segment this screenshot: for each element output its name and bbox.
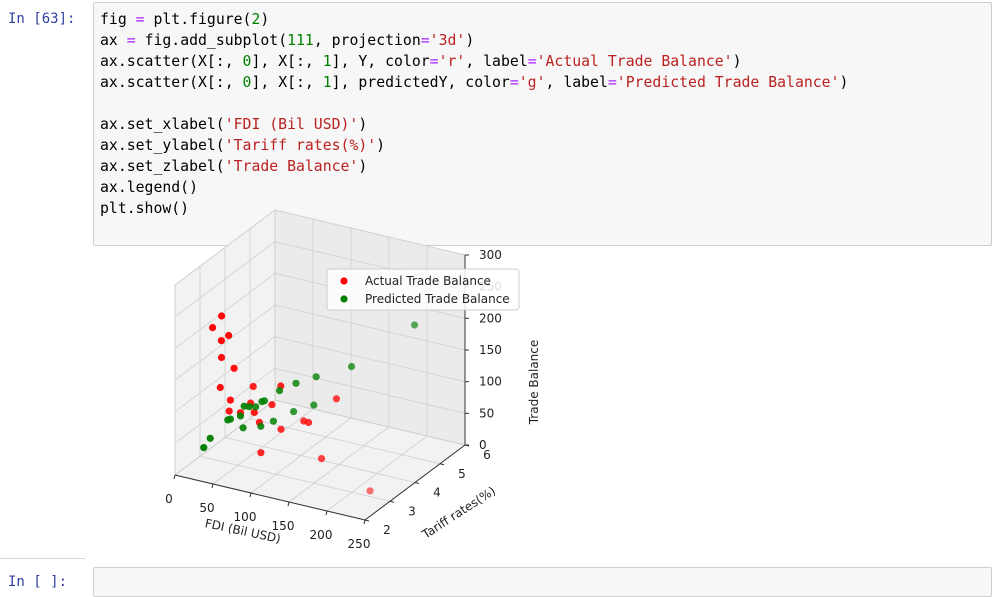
actual-point	[216, 383, 224, 392]
actual-point	[217, 337, 225, 345]
legend-label-predicted: Predicted Trade Balance	[365, 292, 510, 306]
actual-point	[249, 382, 257, 391]
predicted-point	[276, 387, 284, 395]
predicted-point	[410, 321, 419, 329]
y-tick-label: 4	[433, 486, 441, 500]
y-axis-label: Tariff rates(%)	[419, 484, 498, 542]
actual-point	[257, 449, 265, 457]
actual-point	[250, 408, 258, 416]
predicted-point	[236, 412, 245, 420]
x-tick-label: 100	[234, 510, 257, 524]
z-tick-label: 150	[479, 343, 502, 357]
actual-point	[218, 312, 226, 320]
legend: Actual Trade Balance Predicted Trade Bal…	[326, 268, 520, 311]
actual-point	[226, 396, 234, 404]
z-tick-label: 200	[479, 311, 502, 325]
actual-point	[366, 487, 374, 495]
cell-separator	[0, 558, 85, 559]
code-line: ax.set_zlabel('Trade Balance')	[100, 158, 368, 175]
cell-prompt: In [63]:	[8, 11, 76, 27]
code-line: fig = plt.figure(2)	[100, 11, 270, 28]
predicted-point	[312, 373, 320, 381]
x-tick	[211, 483, 214, 489]
z-axis-label: Trade Balance	[527, 340, 541, 426]
actual-point	[230, 364, 238, 372]
predicted-point	[292, 379, 300, 387]
x-tick	[249, 492, 252, 498]
y-tick	[364, 519, 370, 522]
z-tick-label: 0	[479, 438, 487, 452]
actual-point	[268, 401, 276, 409]
code-line: ax.set_ylabel('Tariff rates(%)')	[100, 137, 386, 154]
code-line: plt.show()	[100, 200, 190, 217]
predicted-point	[226, 415, 234, 423]
actual-point	[225, 407, 233, 415]
y-tick-label: 6	[483, 448, 491, 462]
actual-point	[317, 455, 326, 463]
legend-marker-predicted	[340, 295, 348, 303]
x-tick	[173, 474, 176, 480]
y-tick	[414, 482, 420, 484]
code-line: ax = fig.add_subplot(111, projection='3d…	[100, 32, 475, 49]
x-tick-label: 200	[310, 528, 333, 542]
legend-box	[326, 268, 520, 311]
x-tick-label: 150	[272, 519, 295, 533]
x-axis-line	[174, 474, 366, 521]
actual-point	[217, 353, 226, 362]
z-tick-label: 50	[479, 406, 494, 420]
empty-code-cell-input[interactable]	[93, 567, 992, 597]
predicted-point	[347, 362, 356, 371]
grid-line	[174, 336, 466, 412]
predicted-point	[245, 403, 253, 411]
code-line: ax.scatter(X[:, 0], X[:, 1], predictedY,…	[100, 74, 849, 91]
cell-prompt: In [ ]:	[8, 574, 68, 590]
axis-lines	[173, 254, 470, 525]
y-tick	[389, 500, 395, 503]
predicted-point	[260, 397, 269, 405]
predicted-point	[239, 424, 247, 432]
y-tick-label: 5	[458, 467, 466, 481]
grid-line	[174, 399, 466, 476]
code-line: ax.legend()	[100, 179, 198, 196]
predicted-point	[252, 403, 260, 411]
legend-marker-actual	[340, 277, 348, 285]
predicted-point	[200, 444, 208, 452]
axes-panes	[173, 209, 467, 521]
code-line: ax.scatter(X[:, 0], X[:, 1], Y, color='r…	[100, 53, 742, 70]
data-points	[200, 312, 419, 495]
x-tick	[325, 510, 328, 516]
code-cell-input[interactable]: fig = plt.figure(2) ax = fig.add_subplot…	[93, 2, 992, 246]
predicted-point	[310, 401, 318, 409]
grid-line	[174, 209, 466, 286]
z-tick-label: 100	[479, 375, 502, 389]
x-tick-label: 250	[348, 537, 371, 551]
3d-scatter-plot: 05010015020025023456050100150200250300 F…	[165, 209, 541, 551]
legend-label-actual: Actual Trade Balance	[365, 274, 491, 288]
code-line: ax.set_xlabel('FDI (Bil USD)')	[100, 116, 368, 133]
actual-point	[300, 417, 308, 425]
predicted-point	[206, 434, 214, 442]
tick-labels: 05010015020025023456050100150200250300	[165, 248, 502, 551]
x-tick-label: 50	[199, 501, 214, 515]
actual-point	[277, 425, 285, 433]
predicted-point	[290, 408, 298, 416]
code-editor[interactable]: fig = plt.figure(2) ax = fig.add_subplot…	[100, 9, 848, 219]
y-tick-label: 3	[408, 504, 416, 518]
x-tick	[363, 519, 366, 525]
y-tick-label: 2	[383, 523, 391, 537]
actual-point	[332, 395, 340, 403]
grid-line	[174, 367, 466, 444]
actual-point	[225, 331, 233, 340]
predicted-point	[269, 417, 277, 425]
x-tick-label: 0	[165, 492, 173, 506]
z-tick-label: 300	[479, 248, 502, 262]
actual-point	[209, 324, 217, 332]
grid-line	[174, 304, 466, 381]
y-tick	[439, 463, 445, 466]
x-tick	[287, 501, 290, 507]
predicted-point	[257, 422, 265, 430]
